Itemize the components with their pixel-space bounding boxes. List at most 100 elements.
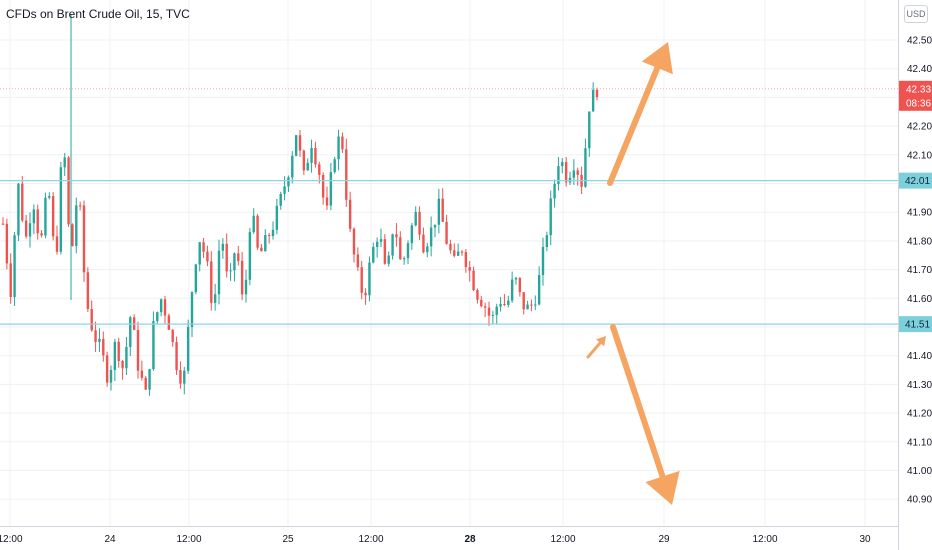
candle-body [102, 338, 105, 356]
level-tag-resistance [899, 172, 932, 189]
candle-body [310, 147, 313, 163]
level-tag-support [899, 316, 932, 333]
candle-body [395, 234, 398, 238]
candle-body [329, 172, 333, 206]
candle-body [402, 258, 406, 260]
candle-body [491, 314, 495, 316]
candle-body [183, 370, 186, 384]
candle-body [217, 250, 221, 295]
candle-body [572, 170, 576, 178]
candle-body [557, 166, 560, 184]
candle-body [487, 307, 491, 316]
candle-body [530, 304, 533, 306]
candle-body [152, 321, 155, 370]
candle-body [194, 264, 198, 293]
candle-body [337, 136, 340, 160]
y-tick-label: 42.50 [907, 36, 932, 47]
candle-body [298, 135, 302, 151]
candle-body [129, 317, 132, 347]
candle-body [159, 299, 163, 313]
candle-body [233, 253, 236, 271]
x-tick-label: 29 [658, 534, 670, 545]
candle-body [21, 183, 24, 221]
candle-body [78, 205, 82, 207]
candle-body [206, 251, 209, 262]
arrow-up-shaft [607, 64, 661, 186]
candle-body [441, 198, 444, 222]
currency-button[interactable]: USD [904, 5, 928, 23]
level-tag-text: 42.01 [905, 176, 930, 187]
candle-body [283, 186, 286, 194]
candle-body [537, 275, 541, 305]
candle-body [240, 260, 244, 295]
last-price-text: 42.33 [906, 84, 931, 95]
candle-body [321, 174, 325, 198]
candle-body [244, 279, 248, 295]
y-tick-label: 41.70 [907, 265, 932, 276]
x-tick-label: 12:00 [752, 534, 777, 545]
candle-body [294, 135, 298, 156]
candle-body [534, 304, 537, 306]
x-tick-label: 25 [282, 534, 294, 545]
candle-body [136, 329, 140, 371]
candle-body [360, 267, 363, 293]
candle-body [306, 162, 309, 171]
countdown-text: 08:36 [906, 98, 931, 109]
candle-body [372, 246, 375, 263]
y-tick-label: 42.20 [907, 122, 932, 133]
candle-body [464, 252, 468, 268]
candle-body [90, 308, 93, 331]
candle-body [356, 254, 360, 268]
candle-body [553, 183, 556, 199]
x-tick-label: 12:00 [176, 534, 201, 545]
candle-body [564, 162, 568, 183]
candle-body [86, 272, 90, 309]
candle-body [13, 235, 16, 297]
candle-body [406, 243, 410, 259]
candle-body [333, 159, 336, 173]
candle-body [456, 251, 460, 256]
candle-body [460, 251, 464, 253]
x-tick-label: 12:00 [550, 534, 575, 545]
candle-body [82, 205, 86, 273]
candle-body [352, 228, 356, 255]
candle-body [345, 149, 348, 200]
candle-body [267, 235, 271, 237]
candle-body [291, 155, 294, 178]
candle-body [59, 167, 63, 252]
candle-body [5, 223, 9, 264]
candle-body [499, 304, 502, 307]
y-tick-label: 40.90 [907, 495, 932, 506]
x-tick-label: 30 [859, 534, 871, 545]
candle-body [225, 243, 228, 272]
y-tick-label: 41.60 [907, 294, 932, 305]
y-tick-label: 41.20 [907, 409, 932, 420]
candle-body [325, 197, 329, 206]
candle-body [1, 223, 5, 225]
candle-body [221, 243, 225, 251]
candle-body [279, 193, 282, 206]
x-tick-label: 12:00 [0, 534, 23, 545]
candle-body [63, 157, 66, 168]
candle-body [399, 237, 402, 260]
candle-body [472, 270, 475, 291]
candle-body [302, 150, 306, 171]
candle-body [591, 89, 595, 112]
arrow-down-head [645, 470, 680, 505]
candle-body [526, 304, 529, 310]
candle-body [379, 239, 383, 242]
candle-body [260, 247, 263, 252]
y-tick-label: 42.10 [907, 150, 932, 161]
candle-body [210, 261, 213, 303]
candle-body [17, 183, 20, 236]
x-tick-label: 12:00 [358, 534, 383, 545]
candle-body [144, 377, 147, 390]
candle-body [179, 370, 182, 384]
candle-body [426, 246, 429, 253]
candle-body [541, 246, 545, 276]
level-tag-text: 41.51 [905, 320, 930, 331]
candle-body [561, 162, 564, 167]
candle-body [348, 199, 352, 229]
